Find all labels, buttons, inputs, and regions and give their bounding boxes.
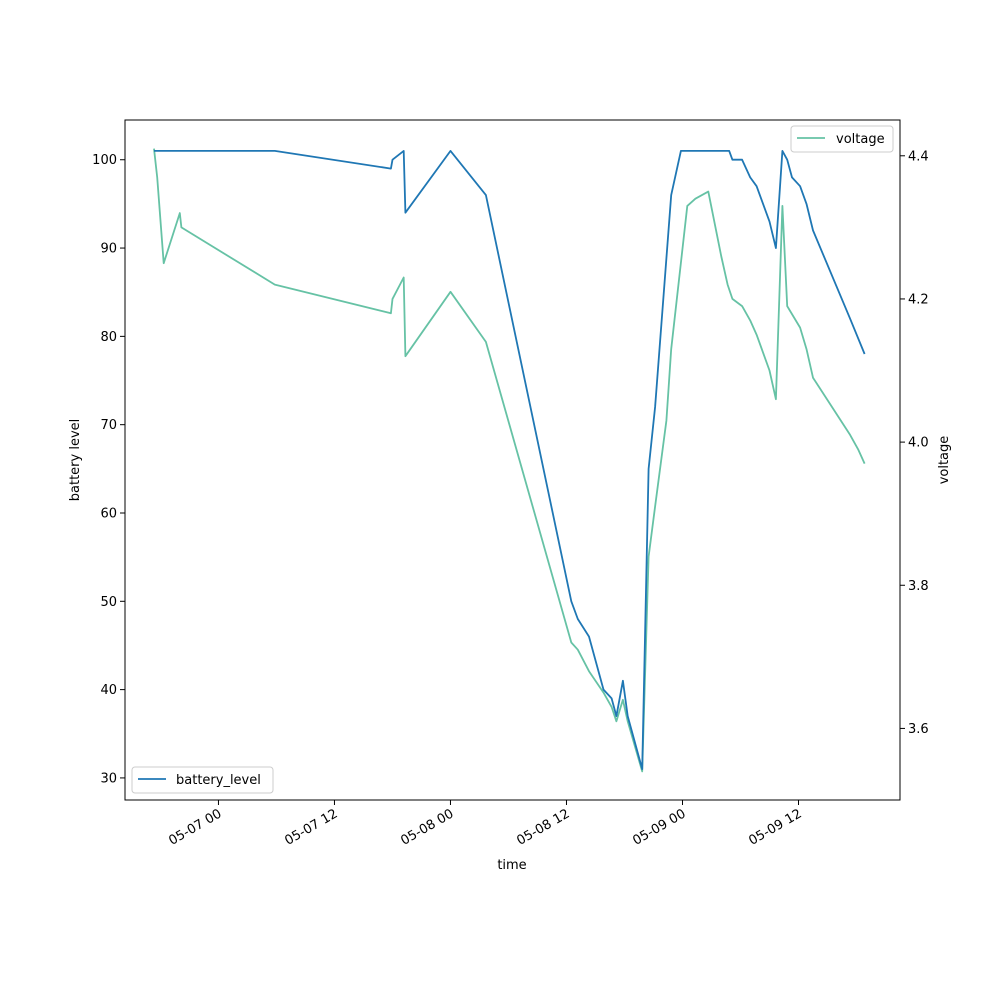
y2-tick-label: 4.2 (908, 292, 929, 307)
y2-axis-ticks: 3.6 3.8 4.0 4.2 4.4 (900, 149, 929, 737)
x-axis-label: time (497, 858, 526, 873)
voltage-line (153, 148, 866, 773)
y-tick-label: 30 (100, 771, 117, 786)
y-axis-ticks: 30 40 50 60 70 80 90 100 (92, 153, 125, 786)
y-tick-label: 90 (100, 242, 117, 257)
y-tick-label: 80 (100, 330, 117, 345)
y-tick-label: 70 (100, 418, 117, 433)
y-tick-label: 100 (92, 153, 117, 168)
legend-battery: battery_level (131, 766, 274, 794)
y-tick-label: 50 (100, 595, 117, 610)
y2-tick-label: 3.8 (908, 579, 929, 594)
y-tick-label: 60 (100, 506, 117, 521)
legend-battery-label: battery_level (176, 773, 261, 788)
plot-frame (124, 119, 901, 801)
legend-voltage-label: voltage (836, 132, 885, 147)
y2-axis-label: voltage (937, 436, 952, 485)
legend-voltage-box (790, 125, 894, 153)
y-tick-label: 40 (100, 683, 117, 698)
legend-voltage: voltage (790, 125, 894, 153)
y-axis-label: battery level (68, 419, 83, 502)
y2-tick-label: 4.0 (908, 436, 929, 451)
legend-battery-box (131, 766, 274, 794)
plot-lines (153, 148, 866, 773)
y2-tick-label: 3.6 (908, 722, 929, 737)
battery-level-line (154, 149, 866, 770)
y2-tick-label: 4.4 (908, 149, 929, 164)
